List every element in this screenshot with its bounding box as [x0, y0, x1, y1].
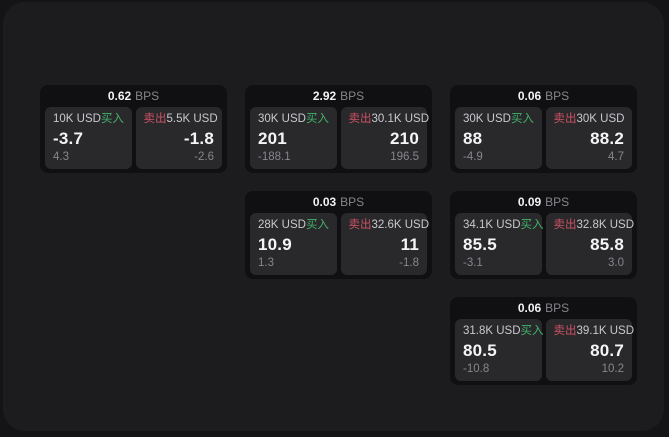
quote-cards-grid: 0.62 BPS 10K USD 买入 -3.7 4.3 卖出 5.5K USD: [40, 85, 637, 385]
sell-side-label: 卖出: [348, 219, 372, 231]
bps-value: 0.06: [517, 301, 542, 315]
quote-card-5: 0.09 BPS 34.1K USD 买入 85.5 -3.1 卖出 32.8K…: [450, 191, 637, 279]
sell-delta: -1.8: [399, 256, 419, 269]
buy-delta: 4.3: [53, 150, 69, 163]
sell-side-label: 卖出: [553, 219, 577, 231]
quote-card-2: 2.92 BPS 30K USD 买入 201 -188.1 卖出 30.1K …: [245, 85, 432, 173]
buy-amount: 30K USD: [463, 113, 511, 125]
bps-unit-label: BPS: [545, 301, 570, 315]
sell-amount: 5.5K USD: [166, 113, 218, 125]
buy-side-label: 买入: [100, 113, 124, 125]
quote-card-3: 0.06 BPS 30K USD 买入 88 -4.9 卖出 30K USD: [450, 85, 637, 173]
bps-unit-label: BPS: [340, 195, 365, 209]
bps-header: 0.03 BPS: [245, 191, 432, 213]
buy-tile[interactable]: 30K USD 买入 88 -4.9: [455, 107, 542, 169]
sell-delta: 196.5: [390, 150, 419, 163]
buy-delta: -10.8: [463, 362, 490, 375]
buy-amount: 34.1K USD: [463, 219, 521, 231]
buy-tile[interactable]: 34.1K USD 买入 85.5 -3.1: [455, 213, 544, 275]
quote-card-1: 0.62 BPS 10K USD 买入 -3.7 4.3 卖出 5.5K USD: [40, 85, 227, 173]
sell-price: 80.7: [590, 341, 624, 360]
buy-delta: -188.1: [258, 150, 291, 163]
sell-amount: 30.1K USD: [371, 113, 430, 125]
sell-tile[interactable]: 卖出 5.5K USD -1.8 -2.6: [135, 107, 222, 169]
card-body: 30K USD 买入 201 -188.1 卖出 30.1K USD 210 1…: [245, 107, 432, 173]
buy-price: 88: [463, 129, 483, 148]
buy-delta: 1.3: [258, 256, 274, 269]
sell-amount: 32.6K USD: [371, 219, 430, 231]
card-body: 10K USD 买入 -3.7 4.3 卖出 5.5K USD -1.8 -2.…: [40, 107, 227, 173]
buy-price: 80.5: [463, 341, 497, 360]
bps-header: 0.06 BPS: [450, 85, 637, 107]
bps-unit-label: BPS: [545, 89, 570, 103]
sell-delta: -2.6: [194, 150, 214, 163]
buy-side-label: 买入: [305, 113, 329, 125]
sell-tile[interactable]: 卖出 32.8K USD 85.8 3.0: [545, 213, 635, 275]
buy-amount: 10K USD: [53, 113, 101, 125]
bps-unit-label: BPS: [340, 89, 365, 103]
sell-side-label: 卖出: [348, 113, 372, 125]
sell-side-label: 卖出: [143, 113, 167, 125]
bps-unit-label: BPS: [135, 89, 160, 103]
quote-card-6: 0.06 BPS 31.8K USD 买入 80.5 -10.8 卖出 39.1…: [450, 297, 637, 385]
sell-price: 210: [390, 129, 419, 148]
bps-value: 0.03: [312, 195, 337, 209]
sell-tile[interactable]: 卖出 39.1K USD 80.7 10.2: [545, 319, 635, 381]
buy-delta: -3.1: [463, 256, 483, 269]
buy-side-label: 买入: [510, 113, 534, 125]
quote-card-4: 0.03 BPS 28K USD 买入 10.9 1.3 卖出 32.6K US…: [245, 191, 432, 279]
buy-delta: -4.9: [463, 150, 483, 163]
buy-amount: 31.8K USD: [463, 325, 521, 337]
buy-side-label: 买入: [305, 219, 329, 231]
sell-price: 88.2: [590, 129, 624, 148]
buy-amount: 28K USD: [258, 219, 306, 231]
bps-header: 0.06 BPS: [450, 297, 637, 319]
card-body: 30K USD 买入 88 -4.9 卖出 30K USD 88.2 4.7: [450, 107, 637, 173]
buy-price: -3.7: [53, 129, 84, 148]
bps-header: 2.92 BPS: [245, 85, 432, 107]
sell-amount: 32.8K USD: [576, 219, 635, 231]
sell-price: -1.8: [183, 129, 214, 148]
buy-tile[interactable]: 31.8K USD 买入 80.5 -10.8: [455, 319, 544, 381]
sell-side-label: 卖出: [553, 325, 577, 337]
bps-value: 0.62: [107, 89, 132, 103]
sell-tile[interactable]: 卖出 30K USD 88.2 4.7: [545, 107, 632, 169]
sell-price: 11: [400, 235, 419, 254]
buy-tile[interactable]: 10K USD 买入 -3.7 4.3: [45, 107, 132, 169]
sell-amount: 39.1K USD: [576, 325, 635, 337]
buy-side-label: 买入: [520, 325, 544, 337]
bps-header: 0.62 BPS: [40, 85, 227, 107]
card-body: 31.8K USD 买入 80.5 -10.8 卖出 39.1K USD 80.…: [450, 319, 637, 385]
sell-tile[interactable]: 卖出 30.1K USD 210 196.5: [340, 107, 430, 169]
bps-value: 0.06: [517, 89, 542, 103]
sell-side-label: 卖出: [553, 113, 577, 125]
buy-price: 201: [258, 129, 287, 148]
buy-tile[interactable]: 28K USD 买入 10.9 1.3: [250, 213, 337, 275]
buy-tile[interactable]: 30K USD 买入 201 -188.1: [250, 107, 337, 169]
trading-panel: 0.62 BPS 10K USD 买入 -3.7 4.3 卖出 5.5K USD: [3, 2, 664, 431]
buy-price: 85.5: [463, 235, 497, 254]
sell-amount: 30K USD: [576, 113, 625, 125]
buy-side-label: 买入: [520, 219, 544, 231]
sell-tile[interactable]: 卖出 32.6K USD 11 -1.8: [340, 213, 430, 275]
card-body: 34.1K USD 买入 85.5 -3.1 卖出 32.8K USD 85.8…: [450, 213, 637, 279]
bps-header: 0.09 BPS: [450, 191, 637, 213]
bps-unit-label: BPS: [545, 195, 570, 209]
buy-price: 10.9: [258, 235, 292, 254]
sell-delta: 3.0: [608, 256, 624, 269]
sell-delta: 4.7: [608, 150, 624, 163]
buy-amount: 30K USD: [258, 113, 306, 125]
sell-price: 85.8: [590, 235, 624, 254]
bps-value: 0.09: [517, 195, 542, 209]
bps-value: 2.92: [312, 89, 337, 103]
card-body: 28K USD 买入 10.9 1.3 卖出 32.6K USD 11 -1.8: [245, 213, 432, 279]
sell-delta: 10.2: [601, 362, 624, 375]
